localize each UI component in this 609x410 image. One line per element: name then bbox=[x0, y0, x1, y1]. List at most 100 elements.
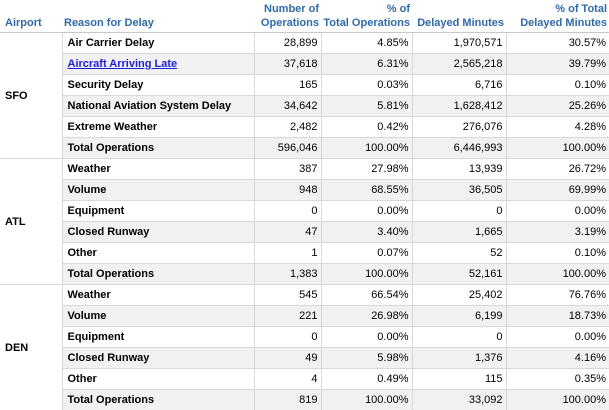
operations-cell: 165 bbox=[254, 75, 321, 96]
operations-cell: 4 bbox=[254, 369, 321, 390]
delayed-minutes-cell: 2,565,218 bbox=[412, 54, 506, 75]
pct-delayed-cell: 100.00% bbox=[506, 138, 609, 159]
header-pct-operations-line1: % of bbox=[387, 3, 410, 15]
pct-operations-cell: 68.55% bbox=[321, 180, 412, 201]
operations-cell: 1 bbox=[254, 243, 321, 264]
header-row: Airport Reason for Delay Number of Opera… bbox=[0, 0, 609, 33]
reason-cell: Weather bbox=[62, 159, 254, 180]
pct-operations-cell: 0.00% bbox=[321, 201, 412, 222]
pct-delayed-cell: 0.00% bbox=[506, 201, 609, 222]
delayed-minutes-cell: 276,076 bbox=[412, 117, 506, 138]
delayed-minutes-cell: 1,665 bbox=[412, 222, 506, 243]
delayed-minutes-cell: 52 bbox=[412, 243, 506, 264]
pct-operations-cell: 27.98% bbox=[321, 159, 412, 180]
reason-cell: Aircraft Arriving Late bbox=[62, 54, 254, 75]
pct-delayed-cell: 76.76% bbox=[506, 285, 609, 306]
operations-cell: 37,618 bbox=[254, 54, 321, 75]
operations-cell: 545 bbox=[254, 285, 321, 306]
reason-cell: Other bbox=[62, 243, 254, 264]
pct-delayed-cell: 100.00% bbox=[506, 264, 609, 285]
pct-delayed-cell: 30.57% bbox=[506, 33, 609, 54]
pct-delayed-cell: 0.10% bbox=[506, 243, 609, 264]
pct-operations-cell: 3.40% bbox=[321, 222, 412, 243]
operations-cell: 1,383 bbox=[254, 264, 321, 285]
operations-cell: 948 bbox=[254, 180, 321, 201]
delayed-minutes-cell: 1,628,412 bbox=[412, 96, 506, 117]
airport-cell: ATL bbox=[0, 159, 62, 285]
reason-cell: Total Operations bbox=[62, 138, 254, 159]
header-operations: Number of Operations bbox=[254, 0, 321, 33]
delayed-minutes-cell: 0 bbox=[412, 327, 506, 348]
operations-cell: 387 bbox=[254, 159, 321, 180]
reason-cell: Closed Runway bbox=[62, 348, 254, 369]
header-pct-delayed: % of Total Delayed Minutes bbox=[506, 0, 609, 33]
reason-cell: Volume bbox=[62, 306, 254, 327]
reason-cell: National Aviation System Delay bbox=[62, 96, 254, 117]
delayed-minutes-cell: 6,716 bbox=[412, 75, 506, 96]
pct-operations-cell: 5.98% bbox=[321, 348, 412, 369]
pct-operations-cell: 0.03% bbox=[321, 75, 412, 96]
pct-operations-cell: 0.42% bbox=[321, 117, 412, 138]
header-delayed-minutes: Delayed Minutes bbox=[412, 0, 506, 33]
delayed-minutes-cell: 115 bbox=[412, 369, 506, 390]
pct-delayed-cell: 3.19% bbox=[506, 222, 609, 243]
delayed-minutes-cell: 13,939 bbox=[412, 159, 506, 180]
reason-cell: Air Carrier Delay bbox=[62, 33, 254, 54]
delayed-minutes-cell: 36,505 bbox=[412, 180, 506, 201]
pct-delayed-cell: 39.79% bbox=[506, 54, 609, 75]
operations-cell: 0 bbox=[254, 327, 321, 348]
delayed-minutes-cell: 1,970,571 bbox=[412, 33, 506, 54]
delayed-minutes-cell: 1,376 bbox=[412, 348, 506, 369]
header-pct-operations: % of Total Operations bbox=[321, 0, 412, 33]
pct-operations-cell: 100.00% bbox=[321, 390, 412, 410]
pct-delayed-cell: 0.00% bbox=[506, 327, 609, 348]
operations-cell: 2,482 bbox=[254, 117, 321, 138]
operations-cell: 0 bbox=[254, 201, 321, 222]
airport-cell: SFO bbox=[0, 33, 62, 159]
pct-delayed-cell: 26.72% bbox=[506, 159, 609, 180]
pct-delayed-cell: 0.35% bbox=[506, 369, 609, 390]
pct-delayed-cell: 25.26% bbox=[506, 96, 609, 117]
pct-delayed-cell: 4.28% bbox=[506, 117, 609, 138]
pct-operations-cell: 6.31% bbox=[321, 54, 412, 75]
operations-cell: 221 bbox=[254, 306, 321, 327]
pct-operations-cell: 100.00% bbox=[321, 138, 412, 159]
reason-cell: Equipment bbox=[62, 327, 254, 348]
reason-link[interactable]: Aircraft Arriving Late bbox=[68, 58, 178, 70]
delayed-minutes-cell: 0 bbox=[412, 201, 506, 222]
operations-cell: 47 bbox=[254, 222, 321, 243]
header-pct-delayed-line1: % of Total bbox=[555, 3, 607, 15]
header-operations-line1: Number of bbox=[264, 3, 319, 15]
pct-operations-cell: 4.85% bbox=[321, 33, 412, 54]
header-operations-line2: Operations bbox=[261, 17, 319, 29]
delayed-minutes-cell: 33,092 bbox=[412, 390, 506, 410]
reason-cell: Total Operations bbox=[62, 390, 254, 410]
operations-cell: 34,642 bbox=[254, 96, 321, 117]
delayed-minutes-cell: 6,446,993 bbox=[412, 138, 506, 159]
reason-cell: Volume bbox=[62, 180, 254, 201]
delayed-minutes-cell: 6,199 bbox=[412, 306, 506, 327]
reason-cell: Security Delay bbox=[62, 75, 254, 96]
operations-cell: 596,046 bbox=[254, 138, 321, 159]
pct-operations-cell: 26.98% bbox=[321, 306, 412, 327]
pct-delayed-cell: 0.10% bbox=[506, 75, 609, 96]
pct-operations-cell: 100.00% bbox=[321, 264, 412, 285]
header-pct-operations-line2: Total Operations bbox=[323, 17, 410, 29]
pct-operations-cell: 0.00% bbox=[321, 327, 412, 348]
reason-cell: Closed Runway bbox=[62, 222, 254, 243]
operations-cell: 49 bbox=[254, 348, 321, 369]
